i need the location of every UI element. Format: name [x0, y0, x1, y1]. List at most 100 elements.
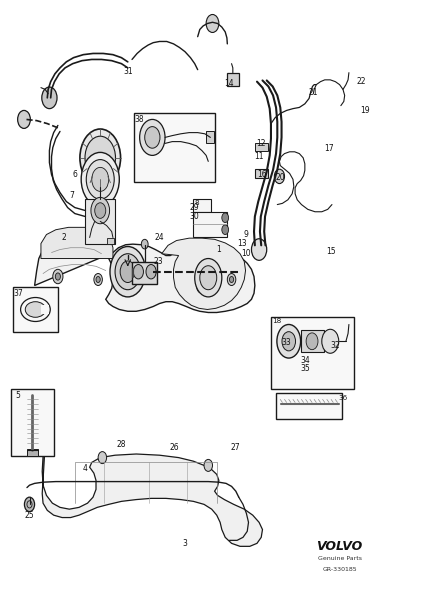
Text: 15: 15 — [326, 247, 336, 256]
Circle shape — [53, 269, 63, 284]
Circle shape — [222, 225, 229, 234]
Text: 30: 30 — [190, 212, 199, 221]
Text: 31: 31 — [124, 67, 133, 76]
Bar — [193, 198, 211, 212]
Circle shape — [196, 278, 207, 293]
Bar — [85, 198, 115, 243]
Text: GR-330185: GR-330185 — [322, 567, 357, 572]
Text: 17: 17 — [324, 144, 334, 153]
Circle shape — [200, 266, 217, 290]
Circle shape — [133, 264, 144, 279]
Polygon shape — [162, 238, 246, 310]
Text: VOLVO: VOLVO — [317, 540, 363, 553]
Text: 9: 9 — [244, 230, 249, 239]
Text: 36: 36 — [338, 395, 348, 401]
Text: 7: 7 — [69, 191, 74, 200]
Bar — [255, 169, 268, 177]
Polygon shape — [42, 444, 263, 546]
Text: 10: 10 — [241, 249, 251, 258]
Bar — [206, 132, 214, 144]
Bar — [227, 73, 239, 86]
Text: 23: 23 — [154, 257, 164, 266]
Text: 37: 37 — [14, 289, 23, 298]
Text: 34: 34 — [300, 356, 310, 365]
Text: Genuine Parts: Genuine Parts — [317, 556, 362, 561]
Text: 3: 3 — [182, 539, 187, 548]
Text: 38: 38 — [135, 115, 144, 124]
Text: 6: 6 — [72, 170, 77, 179]
Circle shape — [322, 329, 339, 353]
Circle shape — [142, 239, 148, 249]
Text: 2: 2 — [61, 233, 66, 242]
Circle shape — [92, 168, 109, 191]
Circle shape — [98, 451, 107, 463]
Circle shape — [204, 459, 212, 471]
Circle shape — [94, 273, 102, 285]
Bar — [300, 331, 324, 352]
Text: 5: 5 — [15, 391, 20, 400]
Text: 4: 4 — [83, 464, 88, 473]
Text: 24: 24 — [154, 233, 164, 242]
Circle shape — [115, 254, 141, 290]
Circle shape — [282, 332, 295, 351]
Circle shape — [195, 258, 222, 297]
Text: 12: 12 — [256, 139, 266, 148]
Bar — [13, 287, 58, 332]
Bar — [41, 305, 48, 314]
Text: 16: 16 — [257, 170, 267, 179]
Text: 14: 14 — [225, 79, 234, 88]
Bar — [255, 144, 268, 151]
Circle shape — [140, 120, 165, 156]
Text: 19: 19 — [360, 106, 370, 115]
Circle shape — [95, 203, 106, 218]
Text: 27: 27 — [231, 443, 241, 452]
Text: 33: 33 — [282, 338, 292, 347]
Text: 35: 35 — [300, 364, 310, 373]
Circle shape — [306, 333, 318, 350]
Text: 22: 22 — [356, 77, 366, 86]
Ellipse shape — [25, 302, 45, 317]
Text: 29: 29 — [190, 203, 199, 212]
Text: 32: 32 — [331, 341, 340, 350]
Circle shape — [42, 87, 57, 109]
Bar — [107, 237, 114, 243]
Text: 21: 21 — [309, 88, 318, 97]
Circle shape — [227, 273, 236, 285]
Circle shape — [80, 129, 121, 186]
Circle shape — [120, 261, 136, 282]
Circle shape — [86, 160, 114, 199]
Circle shape — [275, 169, 284, 183]
Text: 13: 13 — [237, 239, 247, 248]
Text: 8: 8 — [194, 200, 199, 206]
Bar — [27, 449, 37, 456]
Bar — [271, 317, 354, 389]
Circle shape — [206, 14, 219, 32]
Text: 1: 1 — [216, 245, 221, 254]
Polygon shape — [41, 227, 113, 258]
Circle shape — [81, 153, 119, 206]
Circle shape — [18, 111, 30, 129]
Circle shape — [252, 239, 267, 260]
Circle shape — [222, 213, 229, 222]
Text: 20: 20 — [275, 173, 285, 182]
Circle shape — [110, 246, 146, 297]
Bar — [11, 389, 54, 456]
Circle shape — [199, 282, 204, 289]
Bar — [276, 394, 342, 419]
Text: 28: 28 — [117, 440, 126, 449]
Circle shape — [24, 497, 34, 511]
Text: 25: 25 — [25, 511, 34, 520]
Text: 18: 18 — [272, 319, 281, 325]
Bar — [134, 114, 215, 182]
Circle shape — [96, 276, 100, 282]
Circle shape — [146, 264, 156, 279]
Circle shape — [230, 276, 234, 282]
Text: 11: 11 — [254, 152, 264, 161]
Text: 26: 26 — [170, 443, 179, 452]
Circle shape — [55, 273, 60, 280]
Circle shape — [145, 127, 160, 148]
Circle shape — [277, 325, 300, 358]
Polygon shape — [34, 239, 255, 313]
Bar — [193, 212, 227, 237]
Circle shape — [85, 136, 116, 179]
